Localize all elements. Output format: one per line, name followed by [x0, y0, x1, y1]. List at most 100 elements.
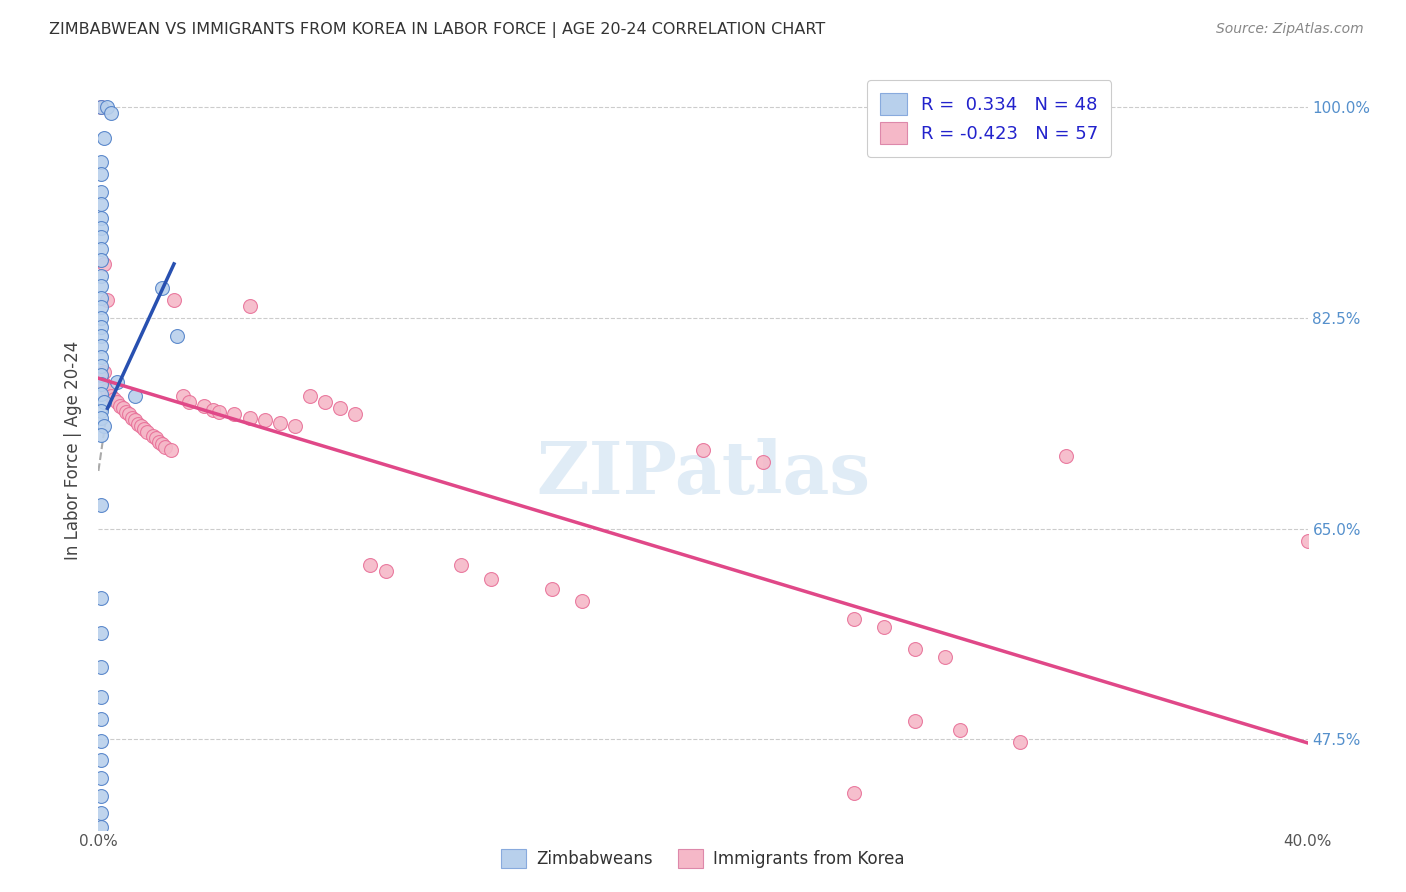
- Point: [934, 650, 956, 665]
- Point: [239, 411, 262, 425]
- Point: [150, 437, 173, 451]
- Point: [172, 389, 194, 403]
- Point: [96, 100, 118, 114]
- Point: [179, 395, 201, 409]
- Point: [96, 293, 118, 307]
- Point: [166, 329, 188, 343]
- Point: [111, 401, 134, 416]
- Point: [93, 365, 115, 379]
- Point: [90, 690, 112, 705]
- Point: [100, 106, 122, 120]
- Point: [135, 425, 157, 440]
- Point: [160, 443, 183, 458]
- Point: [90, 211, 112, 226]
- Point: [129, 419, 152, 434]
- Point: [163, 293, 186, 307]
- Point: [145, 432, 167, 446]
- Point: [90, 753, 112, 767]
- Point: [93, 419, 115, 434]
- Point: [150, 281, 173, 295]
- Point: [193, 399, 215, 413]
- Point: [90, 771, 112, 785]
- Point: [96, 384, 118, 398]
- Point: [90, 311, 112, 326]
- Point: [1054, 450, 1077, 464]
- Point: [90, 834, 112, 848]
- Point: [90, 712, 112, 726]
- Point: [93, 130, 115, 145]
- Text: Source: ZipAtlas.com: Source: ZipAtlas.com: [1216, 22, 1364, 37]
- Point: [90, 100, 112, 114]
- Point: [90, 329, 112, 343]
- Point: [124, 413, 146, 427]
- Point: [148, 435, 170, 450]
- Point: [90, 350, 112, 364]
- Point: [299, 389, 322, 403]
- Point: [90, 185, 112, 199]
- Point: [105, 395, 128, 409]
- Point: [90, 268, 112, 283]
- Point: [329, 401, 352, 416]
- Legend: R =  0.334   N = 48, R = -0.423   N = 57: R = 0.334 N = 48, R = -0.423 N = 57: [868, 80, 1111, 157]
- Point: [90, 427, 112, 442]
- Point: [90, 820, 112, 834]
- Point: [374, 564, 396, 578]
- Point: [90, 387, 112, 401]
- Point: [90, 339, 112, 353]
- Point: [124, 389, 146, 403]
- Point: [90, 291, 112, 305]
- Point: [90, 319, 112, 334]
- Point: [127, 417, 149, 431]
- Point: [284, 419, 307, 434]
- Point: [153, 440, 176, 454]
- Point: [90, 300, 112, 314]
- Text: ZIPatlas: ZIPatlas: [536, 438, 870, 508]
- Point: [132, 422, 155, 436]
- Point: [90, 403, 112, 417]
- Point: [1296, 533, 1319, 548]
- Point: [90, 196, 112, 211]
- Point: [121, 411, 143, 425]
- Point: [90, 154, 112, 169]
- Point: [114, 405, 136, 419]
- Legend: Zimbabweans, Immigrants from Korea: Zimbabweans, Immigrants from Korea: [495, 843, 911, 875]
- Point: [90, 359, 112, 374]
- Point: [540, 582, 562, 596]
- Point: [90, 733, 112, 747]
- Point: [108, 399, 131, 413]
- Point: [90, 591, 112, 606]
- Point: [202, 402, 225, 417]
- Point: [90, 278, 112, 293]
- Point: [752, 455, 775, 469]
- Point: [904, 714, 927, 729]
- Point: [481, 572, 503, 586]
- Point: [90, 849, 112, 863]
- Point: [90, 411, 112, 425]
- Point: [692, 443, 714, 458]
- Point: [314, 395, 336, 409]
- Point: [90, 660, 112, 674]
- Point: [100, 389, 122, 403]
- Point: [90, 377, 112, 392]
- Point: [360, 558, 382, 572]
- Point: [105, 375, 128, 389]
- Text: ZIMBABWEAN VS IMMIGRANTS FROM KOREA IN LABOR FORCE | AGE 20-24 CORRELATION CHART: ZIMBABWEAN VS IMMIGRANTS FROM KOREA IN L…: [49, 22, 825, 38]
- Point: [93, 377, 115, 392]
- Point: [571, 594, 593, 608]
- Point: [90, 220, 112, 235]
- Point: [239, 299, 262, 313]
- Point: [873, 620, 896, 634]
- Point: [90, 368, 112, 382]
- Point: [269, 416, 291, 430]
- Point: [450, 558, 472, 572]
- Point: [90, 805, 112, 820]
- Point: [93, 395, 115, 409]
- Point: [208, 405, 231, 419]
- Point: [90, 253, 112, 268]
- Point: [949, 723, 972, 737]
- Point: [844, 787, 866, 801]
- Point: [90, 498, 112, 512]
- Point: [90, 230, 112, 244]
- Point: [1010, 735, 1032, 749]
- Point: [253, 413, 276, 427]
